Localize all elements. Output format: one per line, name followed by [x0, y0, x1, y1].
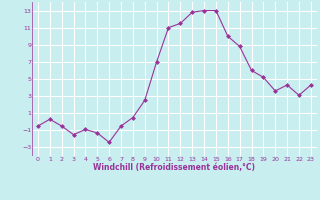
- X-axis label: Windchill (Refroidissement éolien,°C): Windchill (Refroidissement éolien,°C): [93, 163, 255, 172]
